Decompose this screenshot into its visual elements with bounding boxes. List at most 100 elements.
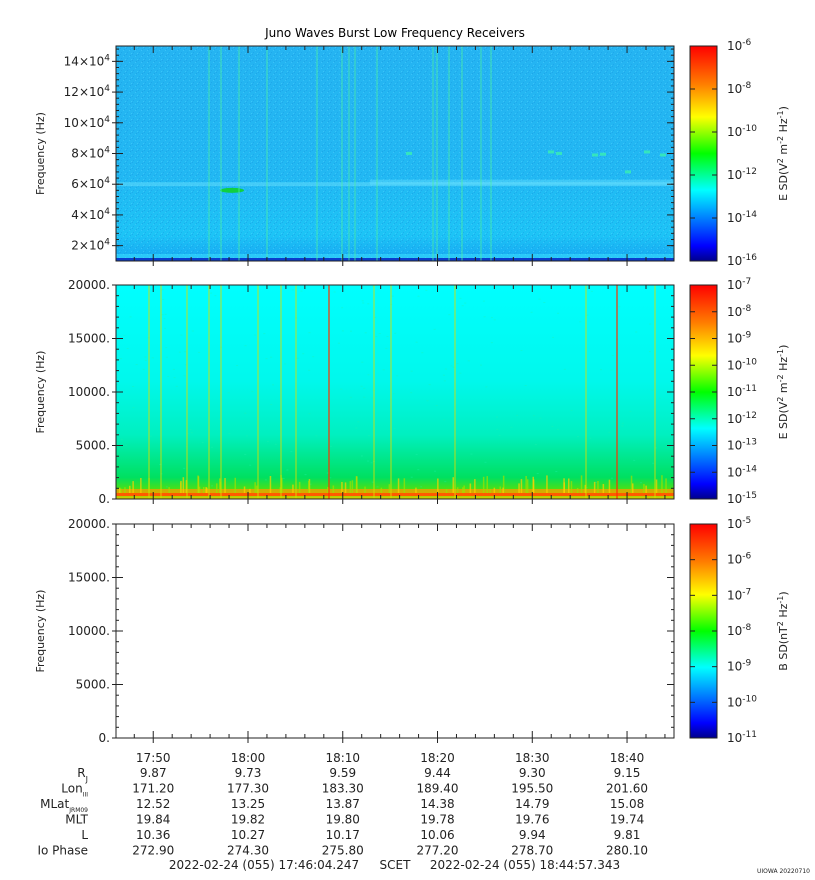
spectrogram-noise [309, 483, 312, 485]
spectrogram-noise [382, 369, 385, 371]
ephemeris-row-label: LonIII [61, 782, 88, 799]
spectrogram-burst [602, 484, 605, 493]
ephemeris-value: 10.17 [326, 828, 360, 842]
spectrogram-burst [197, 475, 199, 493]
spectrogram-noise [126, 348, 129, 349]
y-tick-label: 10×104 [64, 115, 111, 130]
spectrogram-noise [120, 438, 123, 440]
spectrogram-noise [251, 391, 254, 393]
ephemeris-row-label: Io Phase [37, 844, 88, 858]
ephemeris-value: 9.73 [235, 766, 262, 780]
y-axis-label: Frequency (Hz) [34, 590, 47, 673]
spectrogram-noise [367, 435, 370, 437]
spectrogram-noise [333, 291, 336, 293]
ephemeris-value: 177.30 [227, 782, 269, 796]
spectrogram-burst [269, 476, 272, 493]
spectrogram-noise [640, 482, 642, 484]
ephemeris-row-label: MLatJRM09 [40, 797, 88, 814]
ephemeris-value: 9.30 [519, 766, 546, 780]
spectrogram-noise [363, 387, 366, 389]
colorbar-tick-label: 10-16 [727, 253, 757, 268]
colorbar-label: B SD(nT2 Hz-1) [776, 591, 791, 670]
spectrogram-burst [254, 482, 256, 493]
spectrogram-burst [502, 487, 504, 493]
spectrogram-noise [658, 397, 661, 399]
ephemeris-value: 13.87 [326, 797, 360, 811]
spectrogram-burst [608, 479, 611, 493]
signal-spot [592, 153, 598, 157]
spectrogram-burst [456, 487, 459, 493]
spectrogram-burst [520, 479, 523, 493]
spectrogram-burst [234, 477, 236, 493]
band-bottom [116, 493, 674, 496]
spectrogram-noise [211, 485, 214, 487]
colorbar-tick-label: 10-5 [727, 516, 751, 531]
spectrogram-noise [187, 433, 189, 435]
signal-spot [556, 151, 562, 155]
colorbar [690, 46, 717, 261]
panel-top: 2×104 4×104 6×104 8×104 10×104 12×104 14×104 Fr… [34, 38, 790, 268]
spectrogram-noise [586, 314, 589, 316]
ephemeris-value: 19.82 [231, 813, 265, 827]
spectrogram-burst [205, 487, 207, 493]
spectrogram-noise [608, 431, 611, 433]
spectrogram-noise [119, 358, 122, 360]
ephemeris-row-label: RJ [77, 766, 88, 784]
spectrogram-noise [391, 295, 394, 297]
spectrogram-noise [516, 414, 519, 416]
ephemeris-row-label: L [81, 828, 88, 842]
spectrogram-noise [183, 375, 186, 377]
figure-title: Juno Waves Burst Low Frequency Receivers [264, 26, 525, 40]
colorbar-tick-label: 10-8 [727, 81, 752, 96]
spectrogram-noise [410, 476, 413, 478]
spectrogram-noise [116, 46, 674, 261]
y-tick-label: 10000. [68, 624, 110, 638]
spectrogram-noise [464, 302, 467, 304]
spectrogram-noise [610, 477, 613, 479]
spectrogram-noise [498, 434, 501, 436]
spectrogram-burst [655, 479, 658, 493]
spectrogram-noise [415, 453, 418, 455]
spectrogram-burst [597, 481, 599, 493]
spectrogram-noise [180, 334, 183, 336]
spectrogram-noise [228, 433, 231, 434]
spectrogram-noise [142, 368, 145, 370]
spectrogram-noise [394, 332, 397, 334]
spectrogram-noise [163, 318, 166, 320]
spectrogram-noise [363, 396, 366, 398]
spectrogram-noise [191, 330, 194, 332]
spectrogram-noise [264, 479, 267, 481]
spectrogram-noise [461, 305, 464, 307]
spectrogram-noise [263, 333, 266, 335]
spectrogram-noise [595, 481, 597, 483]
spectrogram-burst [341, 482, 343, 493]
y-tick-label: 15000. [68, 332, 110, 346]
spectrogram-noise [308, 413, 311, 415]
ephemeris-value: 183.30 [322, 782, 364, 796]
spectrogram-noise [459, 372, 462, 374]
spectrogram-noise [189, 429, 192, 431]
spectrogram-noise [198, 351, 201, 353]
spectrogram-noise [652, 462, 655, 464]
spectrogram-noise [570, 409, 573, 411]
spectrogram-noise [151, 357, 154, 359]
spectrogram-noise [125, 444, 128, 446]
spectrogram-noise [421, 352, 424, 354]
spectrogram-noise [459, 297, 462, 299]
spectrogram-noise [274, 443, 277, 445]
spectrogram-burst [568, 478, 570, 493]
spectrogram-noise [210, 292, 213, 294]
spectrogram-noise [165, 486, 168, 488]
spectrogram-burst [489, 489, 491, 493]
spectrogram-noise [123, 334, 126, 336]
spectrogram-noise [420, 486, 423, 488]
spectrogram-noise [282, 477, 285, 479]
spectrogram-noise [249, 464, 252, 466]
spectrogram-noise [284, 363, 287, 365]
spectrogram-noise [270, 356, 273, 358]
signal-blob [220, 187, 245, 193]
ephemeris-value: 189.40 [417, 782, 459, 796]
spectrogram-burst [474, 479, 476, 493]
colorbar-tick-label: 10-6 [727, 38, 752, 53]
spectrogram-noise [265, 358, 268, 360]
